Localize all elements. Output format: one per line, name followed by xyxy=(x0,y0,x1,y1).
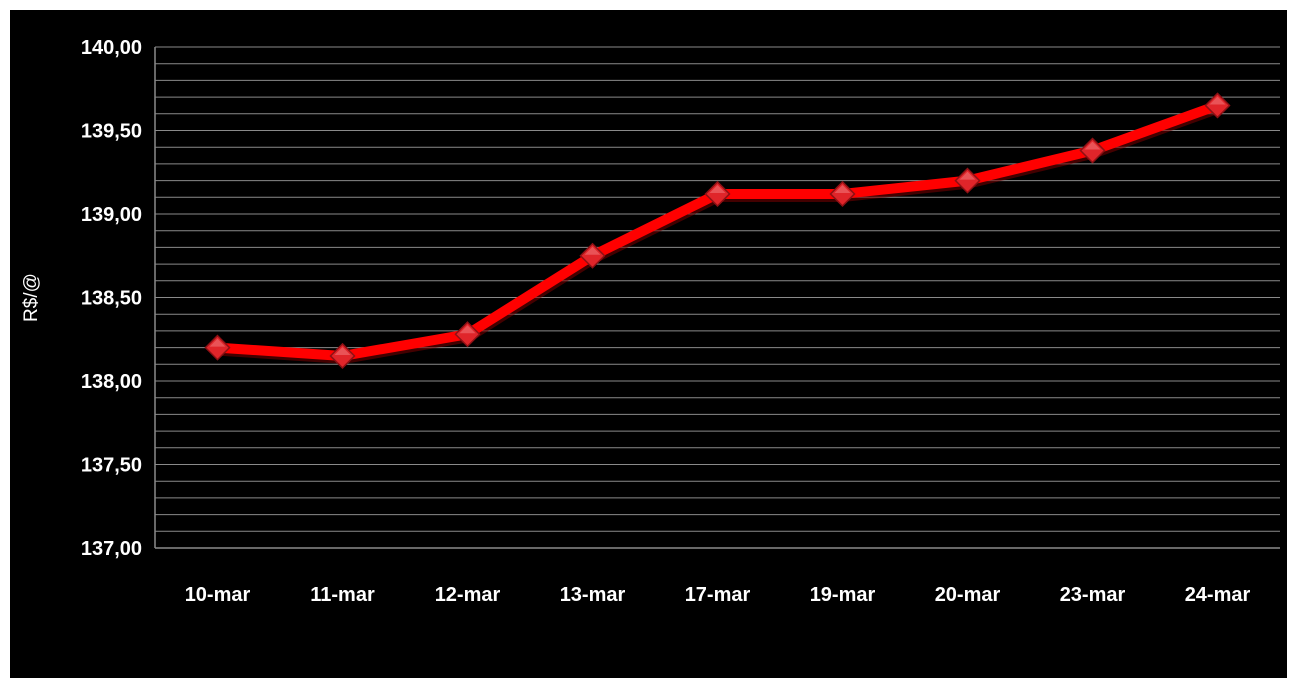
x-tick-label: 13-mar xyxy=(560,584,626,606)
data-point xyxy=(454,321,481,348)
data-point xyxy=(579,242,606,269)
data-point xyxy=(329,342,356,370)
diamond-marker xyxy=(829,180,856,208)
y-tick-label: 137,00 xyxy=(81,538,142,560)
y-tick-label: 139,00 xyxy=(81,204,142,226)
x-tick-label: 17-mar xyxy=(685,584,751,606)
data-point xyxy=(954,167,981,194)
marker-highlight xyxy=(209,338,226,347)
y-tick-labels: 137,00 137,50 138,00 138,50 139,00 139,50 140,… xyxy=(81,37,142,560)
series-line xyxy=(212,100,1225,364)
series-markers xyxy=(204,92,1231,370)
y-tick-label: 140,00 xyxy=(81,37,142,59)
axes xyxy=(154,47,1280,549)
chart-frame: 137,00 137,50 138,00 138,50 139,00 139,50 140,… xyxy=(10,10,1287,678)
line-chart: 137,00 137,50 138,00 138,50 139,00 139,50 140,… xyxy=(21,37,1280,606)
x-tick-label: 12-mar xyxy=(435,584,501,606)
x-tick-label: 23-mar xyxy=(1060,584,1126,606)
marker-highlight xyxy=(584,246,601,255)
x-tick-label: 19-mar xyxy=(810,584,876,606)
diamond-marker xyxy=(329,342,356,370)
y-tick-label: 137,50 xyxy=(81,455,142,477)
y-tick-label: 139,50 xyxy=(81,121,142,143)
diamond-marker xyxy=(204,334,231,361)
diamond-marker xyxy=(1204,92,1231,119)
marker-highlight xyxy=(959,171,976,180)
diamond-marker xyxy=(454,321,481,348)
marker-highlight xyxy=(459,325,476,334)
data-point xyxy=(1204,92,1231,119)
x-tick-label: 11-mar xyxy=(310,584,375,606)
data-point xyxy=(204,334,231,361)
marker-highlight xyxy=(1209,96,1226,105)
x-tick-labels: 10-mar 11-mar 12-mar 13-mar 17-mar 19-mar 20-m… xyxy=(185,584,1251,606)
y-tick-label: 138,00 xyxy=(81,371,142,393)
gridlines xyxy=(155,46,1280,549)
y-axis-title: R$/@ xyxy=(21,273,42,322)
x-tick-label: 10-mar xyxy=(185,584,251,606)
data-point xyxy=(829,180,856,208)
y-tick-label: 138,50 xyxy=(81,288,142,310)
marker-highlight xyxy=(1084,141,1101,150)
series-line-shadow xyxy=(212,101,1225,364)
x-tick-label: 20-mar xyxy=(935,584,1001,606)
data-point xyxy=(704,180,731,208)
x-tick-label: 24-mar xyxy=(1185,584,1251,606)
diamond-marker xyxy=(954,167,981,194)
marker-highlight xyxy=(334,346,351,355)
diamond-marker xyxy=(704,180,731,208)
diamond-marker xyxy=(579,242,606,269)
diamond-marker xyxy=(1079,137,1106,164)
marker-highlight xyxy=(834,184,851,193)
data-point xyxy=(1079,137,1106,164)
marker-highlight xyxy=(709,184,726,193)
